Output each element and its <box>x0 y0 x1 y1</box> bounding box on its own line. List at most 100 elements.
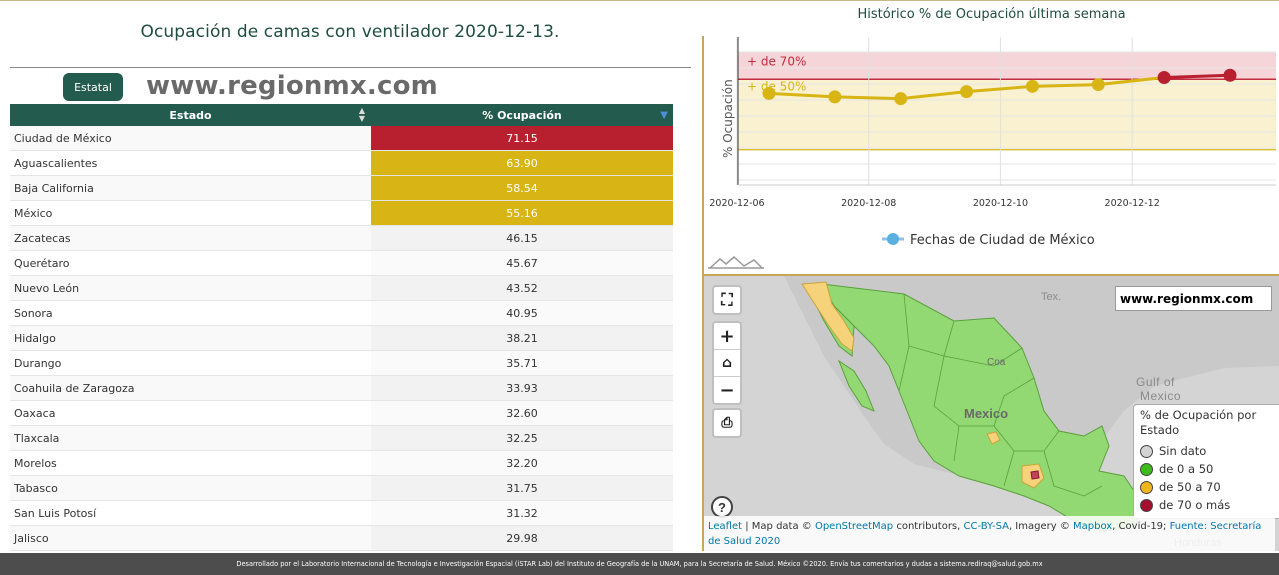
table-row[interactable]: Coahuila de Zaragoza 33.93 <box>10 376 673 401</box>
data-point[interactable] <box>894 92 908 106</box>
help-icon[interactable]: ? <box>711 496 733 518</box>
data-point[interactable] <box>762 86 776 100</box>
cell-estado: Aguascalientes <box>10 151 371 175</box>
data-point[interactable] <box>1091 78 1105 92</box>
data-point[interactable] <box>1157 71 1171 85</box>
estatal-button[interactable]: Estatal <box>63 73 123 101</box>
data-point[interactable] <box>1223 68 1237 82</box>
band-50-label: + de 50% <box>747 79 806 93</box>
ccbysa-link[interactable]: CC-BY-SA <box>963 521 1009 532</box>
osm-link[interactable]: OpenStreetMap <box>814 521 894 532</box>
fuente-link[interactable]: Fuente: Secretaría de Salud 2020 <box>708 521 1262 547</box>
table-row[interactable]: Morelos 32.20 <box>10 451 673 476</box>
legend-marker <box>887 233 899 245</box>
table-row[interactable]: Hidalgo 38.21 <box>10 326 673 351</box>
x-tick-label: 2020-12-06 <box>709 198 764 209</box>
column-header-estado[interactable]: Estado ▲ ▼ <box>10 104 371 126</box>
column-header-ocupacion-label: % Ocupación <box>482 108 562 122</box>
cell-ocupacion: 29.98 <box>371 526 673 550</box>
table-row[interactable]: Nuevo León 43.52 <box>10 276 673 301</box>
table-row[interactable]: San Luis Potosí 31.32 <box>10 501 673 526</box>
series-segment <box>900 90 967 101</box>
cell-ocupacion: 31.75 <box>371 476 673 500</box>
history-line-chart: + de 70% + de 50% % Ocupación 2020-12-06 202… <box>709 37 1276 248</box>
table-row[interactable]: Durango 35.71 <box>10 351 673 376</box>
cell-estado: Tlaxcala <box>10 426 371 450</box>
fullscreen-icon[interactable]: ⛶ <box>721 290 733 309</box>
cell-ocupacion: 35.71 <box>371 351 673 375</box>
legend-item: de 50 a 70 <box>1140 478 1276 496</box>
map-url-label: www.regionmx.com <box>1115 286 1272 311</box>
x-tick-label: 2020-12-08 <box>841 198 896 209</box>
map-legend: % de Ocupación por Estado Sin dato de 0 a… <box>1133 404 1279 519</box>
table-row[interactable]: Aguascalientes 63.90 <box>10 151 673 176</box>
table-row[interactable]: Baja California 58.54 <box>10 176 673 201</box>
watermark-text: www.regionmx.com <box>146 71 438 101</box>
sort-icon: ▲ ▼ <box>358 106 365 123</box>
top-border-line <box>0 0 1279 1</box>
table-row[interactable]: Zacatecas 46.15 <box>10 226 673 251</box>
cell-estado: Querétaro <box>10 251 371 275</box>
table-row[interactable]: México 55.16 <box>10 201 673 226</box>
chart-logo-icon <box>708 255 764 269</box>
choropleth-map[interactable]: Tex. Gulf of Mexico Mexico Coa Honduras … <box>704 276 1279 551</box>
table-header: Estado ▲ ▼ % Ocupación ▼ <box>10 104 673 126</box>
cell-estado: Oaxaca <box>10 401 371 425</box>
legend-item: de 0 a 50 <box>1140 460 1276 478</box>
data-point[interactable] <box>828 90 842 104</box>
print-icon[interactable]: ⎙ <box>721 415 733 431</box>
table-row[interactable]: Ciudad de México 71.15 <box>10 126 673 151</box>
leaflet-link[interactable]: Leaflet <box>708 521 743 532</box>
home-icon[interactable]: ⌂ <box>714 349 740 376</box>
cell-estado: Sonora <box>10 301 371 325</box>
attrib-text-3: , Imagery © <box>1008 521 1074 532</box>
cell-ocupacion: 55.16 <box>371 201 673 225</box>
data-point[interactable] <box>1025 79 1039 93</box>
x-tick-label: 2020-12-12 <box>1105 198 1160 209</box>
map-label-gulf: Gulf of <box>1136 375 1175 389</box>
data-point[interactable] <box>960 85 974 99</box>
cell-ocupacion: 33.93 <box>371 376 673 400</box>
cell-estado: Hidalgo <box>10 326 371 350</box>
table-row[interactable]: Jalisco 29.98 <box>10 526 673 551</box>
cell-estado: México <box>10 201 371 225</box>
table-row[interactable]: Sonora 40.95 <box>10 301 673 326</box>
map-label-texas: Tex. <box>1041 291 1061 303</box>
table-row[interactable]: Oaxaca 32.60 <box>10 401 673 426</box>
legend-label: Sin dato <box>1159 444 1207 458</box>
cell-ocupacion: 32.60 <box>371 401 673 425</box>
cell-ocupacion: 32.20 <box>371 451 673 475</box>
column-header-ocupacion[interactable]: % Ocupación ▼ <box>371 104 673 126</box>
series-segment <box>834 95 901 101</box>
zoom-in-button[interactable]: + <box>719 325 735 347</box>
legend-item: Sin dato <box>1140 442 1276 460</box>
zoom-out-button[interactable]: − <box>714 376 740 403</box>
map-label-mexico: Mexico <box>964 406 1008 421</box>
band-50 <box>738 79 1276 150</box>
band-70-label: + de 70% <box>747 54 806 68</box>
chart-legend-label[interactable]: Fechas de Ciudad de México <box>910 233 1095 248</box>
cell-estado: Tabasco <box>10 476 371 500</box>
series-segment <box>1032 83 1099 88</box>
title-divider <box>10 67 691 68</box>
cell-estado: Zacatecas <box>10 226 371 250</box>
cell-ocupacion: 32.25 <box>371 426 673 450</box>
cell-ocupacion: 40.95 <box>371 301 673 325</box>
table-row[interactable]: Tlaxcala 32.25 <box>10 426 673 451</box>
chart-title: Histórico % de Ocupación última semana <box>857 7 1126 22</box>
series-segment <box>768 91 835 99</box>
legend-label: de 50 a 70 <box>1159 480 1221 494</box>
y-axis-label: % Ocupación <box>721 79 735 158</box>
attrib-text-1: | Map data © <box>742 521 815 532</box>
horizontal-divider <box>704 274 1279 276</box>
band-70 <box>738 52 1276 80</box>
mapbox-link[interactable]: Mapbox <box>1073 521 1113 532</box>
map-label-gulf-2: Mexico <box>1140 389 1181 403</box>
table-row[interactable]: Tabasco 31.75 <box>10 476 673 501</box>
cell-ocupacion: 58.54 <box>371 176 673 200</box>
series-segment <box>1098 76 1165 87</box>
x-tick-label: 2020-12-10 <box>973 198 1028 209</box>
cell-estado: Durango <box>10 351 371 375</box>
legend-swatch <box>1140 480 1153 494</box>
table-row[interactable]: Querétaro 45.67 <box>10 251 673 276</box>
